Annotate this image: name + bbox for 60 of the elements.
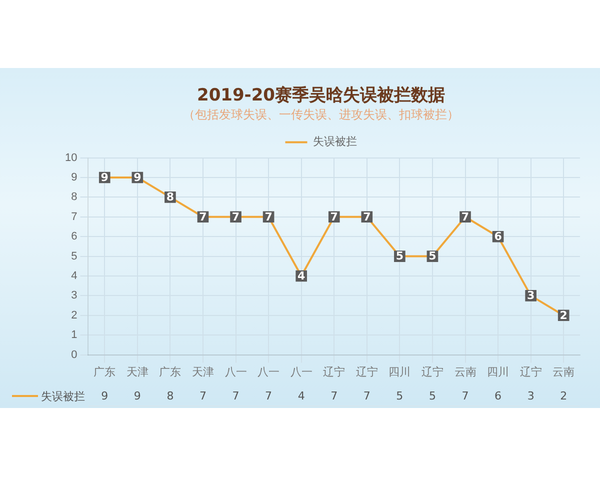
data-label: 7 [461,210,470,224]
data-label: 7 [264,210,272,224]
data-label: 7 [232,210,240,224]
data-label: 7 [363,210,371,224]
y-tick-label: 5 [71,250,78,262]
text: 4 [298,390,305,402]
x-tick-label: 云南 [552,365,575,378]
data-label: 3 [526,289,535,302]
x-tick-label: 辽宁 [520,365,542,378]
x-tick-label: 八一 [290,365,312,378]
y-tick-label: 7 [71,210,78,223]
data-label: 7 [199,210,207,224]
data-label: 7 [330,210,338,224]
y-tick-label: 4 [71,270,78,282]
text: 7 [265,390,272,402]
y-tick-label: 10 [64,152,78,164]
x-tick-label: 四川 [487,365,510,378]
data-label: 5 [428,250,436,263]
y-tick-label: 3 [71,290,78,302]
legend-label: 失误被拦 [312,135,357,148]
chart-title: 2019-20赛季吴晗失误被拦数据 [196,86,446,106]
y-tick-label: 9 [71,172,78,184]
x-tick-label: 辽宁 [356,365,378,378]
data-label: 5 [396,250,404,263]
y-tick-label: 6 [71,230,78,243]
text: 7 [330,390,338,402]
text: 7 [199,390,206,402]
x-tick-label: 天津 [192,365,214,378]
x-tick-label: 云南 [454,365,476,378]
x-tick-label: 辽宁 [323,365,346,378]
x-tick-label: 天津 [126,365,148,378]
y-tick-label: 0 [71,348,78,361]
y-tick-label: 2 [71,309,78,322]
data-label: 4 [298,269,306,282]
text: 3 [527,390,534,402]
x-tick-label: 四川 [388,365,411,378]
x-tick-label: 八一 [224,365,247,378]
text: 7 [363,390,370,402]
chart-subtitle: （包括发球失误、一传失误、进攻失误、扣球被拦） [183,108,459,122]
text: 9 [134,390,141,402]
data-label: 9 [134,170,142,184]
text: 7 [232,390,240,402]
data-label: 6 [494,230,502,243]
y-tick-label: 1 [71,329,78,342]
x-tick-label: 辽宁 [421,365,444,378]
data-label: 8 [166,190,174,204]
text: 失误被拦 [41,390,85,402]
x-tick-label: 八一 [258,365,280,378]
y-tick-label: 8 [71,191,78,204]
x-tick-label: 广东 [159,365,182,378]
data-label: 9 [100,170,108,184]
text: 5 [428,390,436,402]
x-tick-label: 广东 [94,365,116,378]
text: 5 [396,390,404,402]
text: 9 [101,390,108,402]
data-label: 2 [560,308,568,322]
text: 6 [494,390,502,402]
text: 8 [166,390,174,402]
text: 7 [462,390,469,402]
text: 2 [560,390,568,402]
